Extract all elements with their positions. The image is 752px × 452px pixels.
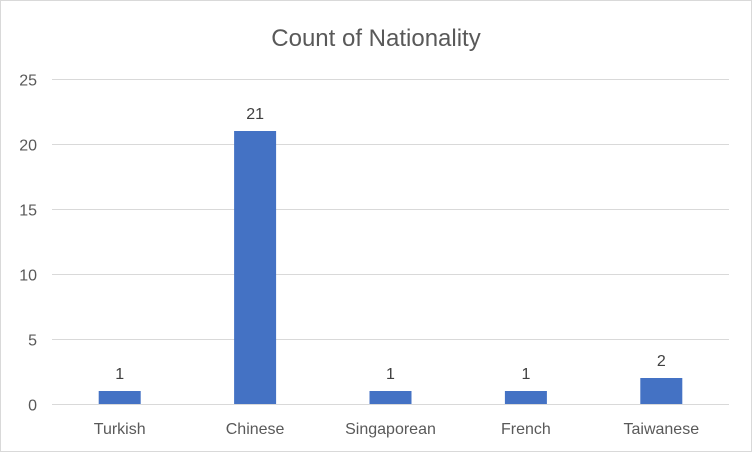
bar-singaporean <box>369 391 412 404</box>
data-label: 1 <box>521 366 530 383</box>
data-label: 21 <box>246 106 264 123</box>
chart-title: Count of Nationality <box>271 25 480 52</box>
bar-taiwanese <box>640 378 683 404</box>
data-labels: 1 21 1 1 2 <box>115 106 666 383</box>
bar-turkish <box>98 391 141 404</box>
data-label: 1 <box>115 366 124 383</box>
x-tick-label: French <box>501 421 551 438</box>
x-axis-ticks: Turkish Chinese Singaporean French Taiwanese <box>94 421 699 438</box>
data-label: 2 <box>657 353 666 370</box>
y-tick-label: 20 <box>19 138 37 155</box>
gridlines <box>52 79 729 405</box>
x-tick-label: Turkish <box>94 421 146 438</box>
x-tick-label: Taiwanese <box>623 421 699 438</box>
bar-french <box>504 391 547 404</box>
y-tick-label: 10 <box>19 268 37 285</box>
y-tick-label: 0 <box>28 398 37 415</box>
y-tick-label: 25 <box>19 73 37 90</box>
bar-chinese <box>234 131 277 404</box>
x-tick-label: Chinese <box>226 421 285 438</box>
y-tick-label: 5 <box>28 333 37 350</box>
y-tick-label: 15 <box>19 203 37 220</box>
data-label: 1 <box>386 366 395 383</box>
y-axis-ticks: 0 5 10 15 20 25 <box>19 73 37 415</box>
bars <box>98 131 683 404</box>
x-tick-label: Singaporean <box>345 421 436 438</box>
